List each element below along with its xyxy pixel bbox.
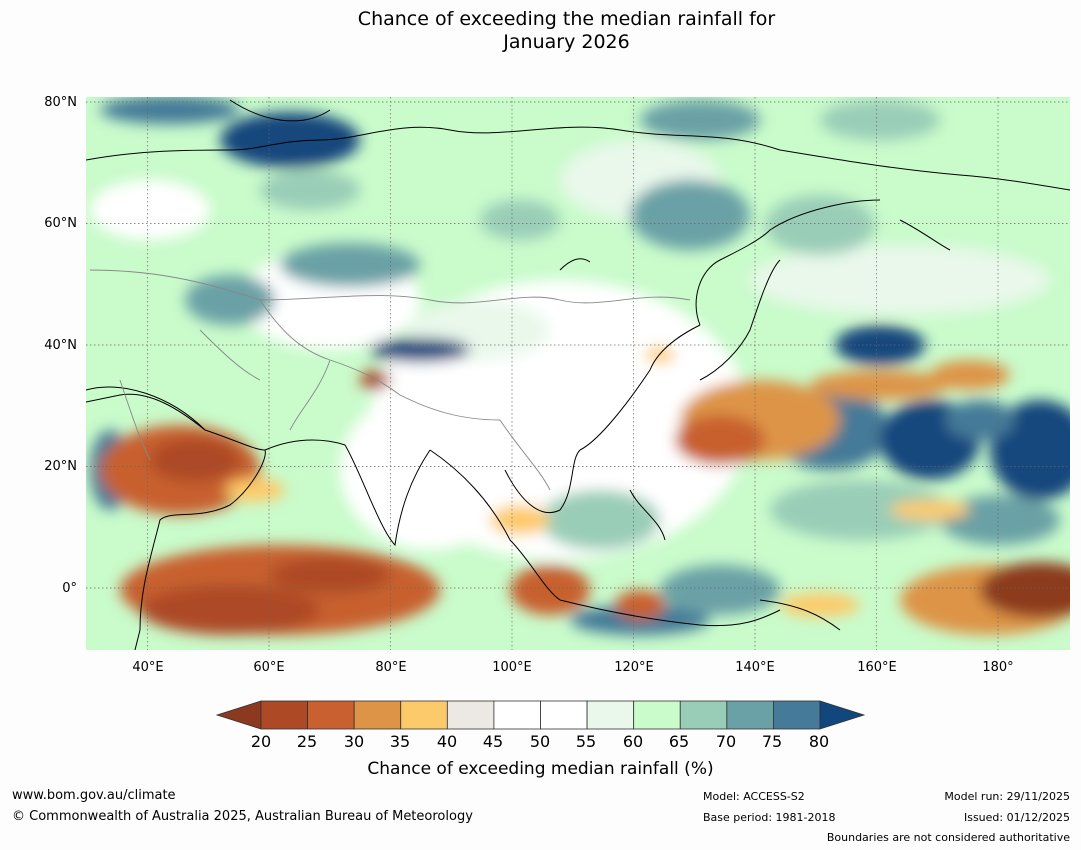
colorbar-bin <box>586 700 635 730</box>
colorbar-tick: 55 <box>575 732 597 751</box>
colorbar-bin <box>493 700 541 730</box>
colorbar-tick: 30 <box>343 732 365 751</box>
lon-label: 60°E <box>253 660 285 675</box>
colorbar-bin <box>307 700 355 730</box>
copyright-text: © Commonwealth of Australia 2025, Austra… <box>12 809 473 824</box>
map-title: Chance of exceeding the median rainfall … <box>0 8 1081 54</box>
country-borders <box>89 269 691 491</box>
lon-label: 40°E <box>132 660 164 675</box>
source-url[interactable]: www.bom.gov.au/climate <box>12 788 176 803</box>
model-name: Model: ACCESS-S2 <box>703 790 805 803</box>
lon-label: 180° <box>982 660 1014 675</box>
lon-label: 80°E <box>375 660 407 675</box>
lat-label: 40°N <box>44 338 77 353</box>
lat-label: 20°N <box>44 459 77 474</box>
issued-date: Issued: 01/12/2025 <box>963 811 1070 824</box>
colorbar-tick: 75 <box>761 732 783 751</box>
title-line-1: Chance of exceeding the median rainfall … <box>357 8 776 30</box>
colorbar-bin <box>773 700 821 730</box>
lon-label: 140°E <box>735 660 775 675</box>
colorbar-tick: 20 <box>250 732 272 751</box>
colorbar-segments <box>260 700 821 730</box>
colorbar-tick: 25 <box>296 732 318 751</box>
colorbar-tick: 80 <box>808 732 830 751</box>
colorbar-tick: 40 <box>436 732 458 751</box>
colorbar-tick: 35 <box>389 732 411 751</box>
title-line-2: January 2026 <box>503 31 630 53</box>
boundaries-disclaimer: Boundaries are not considered authoritat… <box>826 831 1070 844</box>
lat-label: 60°N <box>44 216 77 231</box>
lat-label: 0° <box>62 581 77 596</box>
colorbar-bin <box>633 700 681 730</box>
colorbar-tick: 45 <box>482 732 504 751</box>
colorbar-bin <box>540 700 588 730</box>
colorbar-bin <box>260 700 308 730</box>
base-period: Base period: 1981-2018 <box>703 811 836 824</box>
coastlines <box>86 99 1070 650</box>
colorbar-extend-high <box>819 700 866 730</box>
colorbar-label: Chance of exceeding median rainfall (%) <box>367 759 714 779</box>
colorbar-tick: 60 <box>622 732 644 751</box>
colorbar-bin <box>400 700 448 730</box>
lon-label: 100°E <box>492 660 532 675</box>
map-area <box>86 97 1070 650</box>
colorbar-bin <box>353 700 402 730</box>
colorbar-tick: 70 <box>715 732 737 751</box>
colorbar-tick: 65 <box>668 732 690 751</box>
colorbar-extend-low <box>215 700 262 730</box>
colorbar-tick: 50 <box>529 732 551 751</box>
colorbar-bin <box>446 700 495 730</box>
colorbar <box>215 700 866 730</box>
rainfall-probability-field <box>90 97 1070 635</box>
model-run-date: Model run: 29/11/2025 <box>944 790 1070 803</box>
colorbar-bin <box>679 700 728 730</box>
lon-label: 120°E <box>614 660 654 675</box>
lat-label: 80°N <box>44 95 77 110</box>
colorbar-bin <box>726 700 774 730</box>
lon-label: 160°E <box>857 660 897 675</box>
